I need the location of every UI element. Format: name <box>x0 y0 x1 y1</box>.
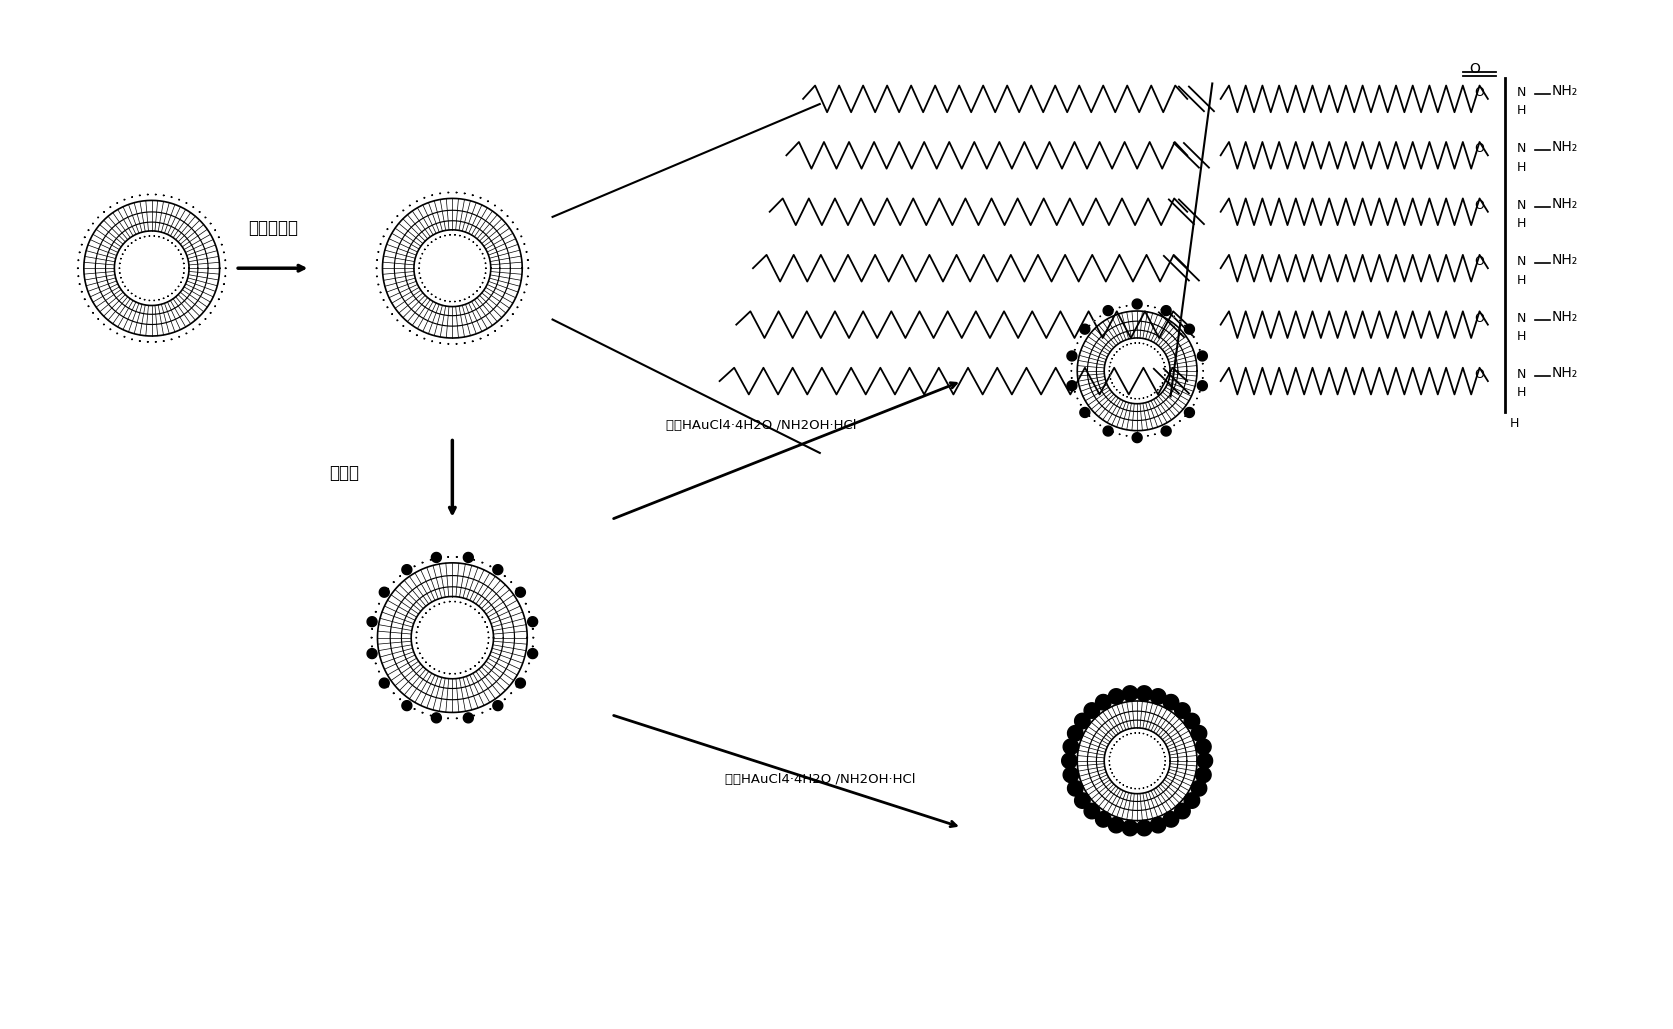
Polygon shape <box>1103 426 1113 436</box>
Text: 金溶胶: 金溶胶 <box>330 464 358 483</box>
Text: O: O <box>1474 85 1484 99</box>
Polygon shape <box>1196 767 1211 783</box>
Polygon shape <box>1161 426 1171 436</box>
Text: NH₂: NH₂ <box>1551 140 1578 154</box>
Text: O: O <box>1474 368 1484 381</box>
Polygon shape <box>1062 767 1079 783</box>
Text: H: H <box>1509 418 1519 430</box>
Polygon shape <box>515 678 525 688</box>
Text: 少量HAuCl4·4H2O /NH2OH·HCl: 少量HAuCl4·4H2O /NH2OH·HCl <box>666 420 857 432</box>
Polygon shape <box>1103 306 1113 316</box>
Text: H: H <box>1516 387 1526 399</box>
Polygon shape <box>402 565 412 574</box>
Text: N: N <box>1516 312 1526 324</box>
Polygon shape <box>463 553 473 563</box>
Polygon shape <box>1196 739 1211 754</box>
Polygon shape <box>1161 306 1171 316</box>
Polygon shape <box>1123 820 1138 836</box>
Text: N: N <box>1516 255 1526 269</box>
Text: NH₂: NH₂ <box>1551 197 1578 211</box>
Text: O: O <box>1474 255 1484 269</box>
Text: 大量HAuCl4·4H2O /NH2OH·HCl: 大量HAuCl4·4H2O /NH2OH·HCl <box>724 774 915 786</box>
Polygon shape <box>1163 812 1179 827</box>
Polygon shape <box>1151 688 1166 704</box>
Text: O: O <box>1469 62 1481 76</box>
Polygon shape <box>1136 820 1153 836</box>
Text: 紫外光照射: 紫外光照射 <box>249 219 299 238</box>
Polygon shape <box>1084 804 1099 819</box>
Polygon shape <box>1096 695 1111 710</box>
Text: N: N <box>1516 199 1526 212</box>
Polygon shape <box>1133 299 1143 309</box>
Polygon shape <box>1174 804 1190 819</box>
Polygon shape <box>1174 703 1190 718</box>
Polygon shape <box>1191 725 1206 741</box>
Text: H: H <box>1516 104 1526 117</box>
Polygon shape <box>1067 781 1082 796</box>
Polygon shape <box>1123 685 1138 702</box>
Polygon shape <box>1074 792 1091 809</box>
Polygon shape <box>1096 812 1111 827</box>
Polygon shape <box>366 616 376 627</box>
Polygon shape <box>1184 713 1200 729</box>
Text: H: H <box>1516 217 1526 230</box>
Polygon shape <box>380 588 390 597</box>
Polygon shape <box>432 713 442 722</box>
Text: H: H <box>1516 161 1526 174</box>
Polygon shape <box>1184 324 1195 334</box>
Polygon shape <box>1136 685 1153 702</box>
Polygon shape <box>1062 753 1077 769</box>
Text: H: H <box>1516 330 1526 343</box>
Polygon shape <box>1133 432 1143 442</box>
Text: O: O <box>1474 312 1484 324</box>
Polygon shape <box>1067 381 1077 391</box>
Polygon shape <box>432 553 442 563</box>
Polygon shape <box>1198 381 1208 391</box>
Text: H: H <box>1516 274 1526 287</box>
Text: NH₂: NH₂ <box>1551 310 1578 323</box>
Text: NH₂: NH₂ <box>1551 253 1578 268</box>
Polygon shape <box>1079 324 1089 334</box>
Polygon shape <box>515 588 525 597</box>
Polygon shape <box>1198 753 1213 769</box>
Polygon shape <box>463 713 473 722</box>
Polygon shape <box>1198 351 1208 361</box>
Polygon shape <box>1109 817 1124 832</box>
Polygon shape <box>1151 817 1166 832</box>
Polygon shape <box>527 648 537 659</box>
Text: N: N <box>1516 368 1526 381</box>
Polygon shape <box>1163 695 1179 710</box>
Polygon shape <box>494 701 504 711</box>
Polygon shape <box>1191 781 1206 796</box>
Text: N: N <box>1516 142 1526 155</box>
Text: N: N <box>1516 85 1526 99</box>
Polygon shape <box>1062 739 1079 754</box>
Polygon shape <box>1079 407 1089 418</box>
Polygon shape <box>402 701 412 711</box>
Polygon shape <box>1067 725 1082 741</box>
Polygon shape <box>1067 351 1077 361</box>
Polygon shape <box>366 648 376 659</box>
Polygon shape <box>1074 713 1091 729</box>
Text: NH₂: NH₂ <box>1551 366 1578 380</box>
Polygon shape <box>1184 407 1195 418</box>
Polygon shape <box>527 616 537 627</box>
Text: NH₂: NH₂ <box>1551 83 1578 98</box>
Polygon shape <box>1084 703 1099 718</box>
Polygon shape <box>1109 688 1124 704</box>
Text: O: O <box>1474 199 1484 212</box>
Polygon shape <box>1184 792 1200 809</box>
Polygon shape <box>380 678 390 688</box>
Text: O: O <box>1474 142 1484 155</box>
Polygon shape <box>494 565 504 574</box>
